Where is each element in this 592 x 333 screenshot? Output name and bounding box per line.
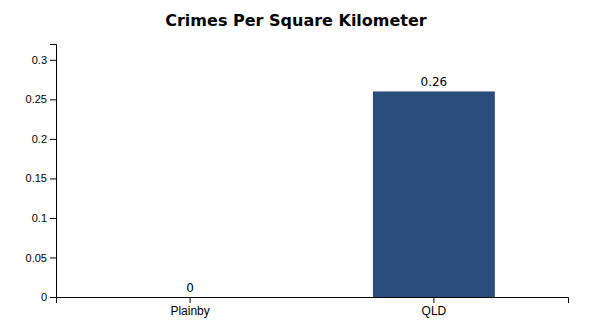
bar: [373, 91, 495, 297]
data-labels: 00.26: [186, 75, 447, 295]
tick-mark: [50, 178, 56, 179]
tick-label: 0: [41, 291, 47, 303]
tick-label: 0.3: [32, 54, 47, 66]
tick-mark: [50, 218, 56, 219]
x-axis: Plainby QLD: [57, 297, 569, 318]
tick-label: 0.1: [32, 212, 47, 224]
tick-label: 0.2: [32, 133, 47, 145]
tick-label: 0.05: [26, 251, 47, 263]
tick-label: Plainby: [170, 304, 209, 318]
tick: QLD: [422, 297, 447, 318]
tick: 0.15: [26, 172, 56, 184]
axis-line: [57, 298, 569, 304]
tick-label: 0.15: [26, 172, 47, 184]
title: Crimes Per Square Kilometer: [165, 11, 427, 30]
tick-label: QLD: [422, 304, 447, 318]
tick: 0.05: [26, 251, 56, 263]
tick-mark: [50, 297, 56, 298]
bars: [373, 91, 495, 297]
tick: 0.2: [32, 133, 56, 145]
data-label: 0.26: [421, 75, 448, 89]
tick-mark: [50, 60, 56, 61]
tick-mark: [433, 297, 434, 303]
tick: 0.1: [32, 212, 56, 224]
bar: [129, 297, 251, 298]
tick-label: 0.25: [26, 93, 47, 105]
tick-mark: [50, 99, 56, 100]
tick: Plainby: [170, 297, 209, 318]
plot: 00.050.10.150.20.250.3PlainbyQLD00.26: [26, 45, 569, 318]
chart: Crimes Per Square Kilometer00.050.10.150…: [0, 0, 592, 333]
axis-line: [50, 45, 57, 298]
tick: 0.3: [32, 54, 56, 66]
y-axis: 0 0.05 0.1 0.15 0.2 0.25 0.3: [26, 45, 57, 304]
tick: 0: [41, 291, 56, 303]
tick: 0.25: [26, 93, 56, 105]
data-label: 0: [186, 281, 194, 295]
tick-mark: [190, 297, 191, 303]
tick-mark: [50, 257, 56, 258]
tick-mark: [50, 139, 56, 140]
